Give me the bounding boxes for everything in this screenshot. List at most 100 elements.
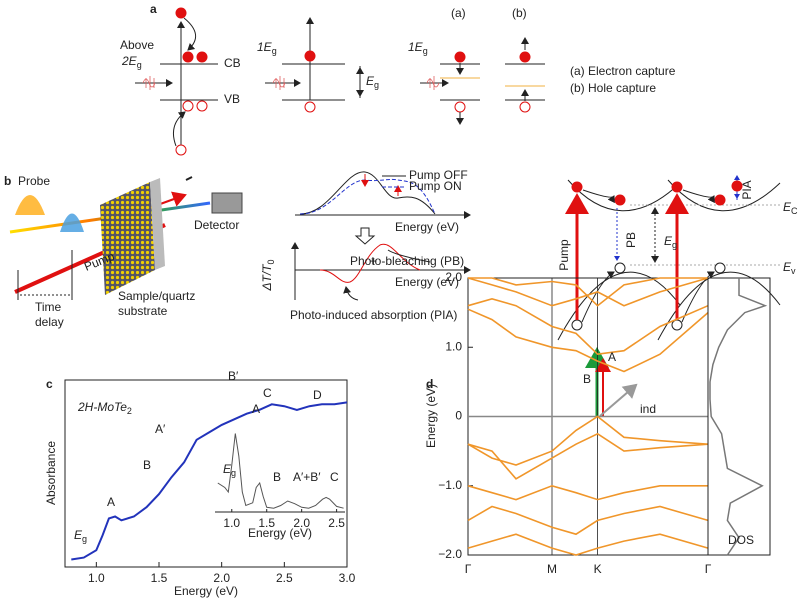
label-main: E <box>783 260 792 274</box>
label-main: ΔT/T <box>260 263 274 292</box>
arrow-label: B <box>583 372 591 386</box>
annotation-sub: 2 <box>127 406 132 416</box>
annotation-sub: g <box>231 468 236 478</box>
panel-label: a <box>150 2 157 16</box>
label: substrate <box>118 304 168 318</box>
x-tick-label: 2.5 <box>276 571 293 585</box>
band <box>467 308 709 373</box>
dos-frame <box>707 277 771 556</box>
label-main: 2E <box>121 54 138 68</box>
panel-b-shapes <box>9 171 781 341</box>
annotation: Eg <box>223 462 236 478</box>
panel-label: c <box>46 377 53 391</box>
label: CB <box>224 56 241 70</box>
y-tick-label: 0 <box>455 409 462 423</box>
label: Pump OFF <box>409 168 468 182</box>
x-tick-label: Γ <box>705 562 712 576</box>
label: Energy (eV) <box>395 275 459 289</box>
label-sub: g <box>423 46 428 56</box>
panel-label: b <box>4 174 11 188</box>
annotation: 2H-MoTe2 <box>77 400 132 416</box>
annotation: B <box>273 470 281 484</box>
panel-d-arrows <box>585 347 638 417</box>
arrow-label: A <box>608 350 616 364</box>
label: + <box>370 254 377 268</box>
x-tick-label: M <box>547 562 557 576</box>
x-tick-label: 1.5 <box>258 516 275 530</box>
panel-label: d <box>426 377 433 391</box>
label-sub: g <box>272 46 277 56</box>
band <box>467 277 709 307</box>
x-axis-label: Energy (eV) <box>248 526 312 540</box>
label: Photo-induced absorption (PIA) <box>290 308 457 322</box>
annotation: D <box>313 388 322 402</box>
label: 1Eg <box>408 40 428 56</box>
label-main: E <box>664 234 673 248</box>
x-tick-label: 1.5 <box>151 571 168 585</box>
label-main: 1E <box>408 40 424 54</box>
dos-line <box>709 278 768 556</box>
label: Sample/quartz <box>118 289 195 303</box>
label: Probe <box>18 174 50 188</box>
x-tick-label: K <box>594 562 602 576</box>
label: (a) Electron capture <box>570 64 676 78</box>
label-sub: 0 <box>266 259 276 264</box>
annotation: A <box>252 402 260 416</box>
label-main: E <box>366 74 375 88</box>
label-main: 1E <box>257 40 273 54</box>
band <box>467 484 708 501</box>
band <box>467 432 709 480</box>
label-sub: C <box>791 206 798 216</box>
label: PB <box>624 232 638 248</box>
label: (a) <box>451 6 466 20</box>
label: 2Eg <box>121 54 142 70</box>
label: delay <box>35 315 64 329</box>
label: 1Eg <box>257 40 277 56</box>
annotation: C <box>263 386 272 400</box>
label-sub: g <box>137 60 142 70</box>
inset-line <box>217 433 344 509</box>
annotation-main: 2H-MoTe <box>77 400 127 414</box>
band <box>467 505 709 536</box>
label: VB <box>224 92 240 106</box>
annotation-main: E <box>74 528 83 542</box>
label: (b) Hole capture <box>570 81 656 95</box>
annotation: A′ <box>155 422 166 436</box>
y-axis-label: Absorbance <box>44 441 58 505</box>
y-axis-label: Energy (eV) <box>424 384 438 448</box>
x-tick-label: 3.0 <box>339 571 356 585</box>
y-tick-label: 2.0 <box>445 270 462 284</box>
label: Time <box>35 300 62 314</box>
label: Pump <box>557 239 571 271</box>
annotation-main: E <box>223 462 232 476</box>
label-sub: g <box>374 80 379 90</box>
band <box>468 277 708 307</box>
x-tick-label: Γ <box>465 562 472 576</box>
y-tick-label: −1.0 <box>438 478 462 492</box>
y-tick-label: 1.0 <box>445 339 462 353</box>
band <box>467 533 709 556</box>
label: Photo-bleaching (PB) <box>350 254 464 268</box>
x-tick-label: 2.0 <box>293 516 310 530</box>
x-tick-label: 1.0 <box>88 571 105 585</box>
panel-a-shapes <box>135 7 545 156</box>
label: PIA <box>740 180 754 199</box>
label-sub: g <box>672 240 677 250</box>
x-tick-label: 2.5 <box>328 516 345 530</box>
label: EC <box>783 200 798 216</box>
x-tick-label: 1.0 <box>223 516 240 530</box>
arrow-label: ind <box>640 402 656 416</box>
x-tick-label: 2.0 <box>213 571 230 585</box>
label-sub: v <box>791 266 796 276</box>
x-axis-label: Energy (eV) <box>174 584 238 598</box>
plot-frame <box>64 379 348 568</box>
label: Energy (eV) <box>395 220 459 234</box>
annotation-sub: g <box>82 534 87 544</box>
y-tick-label: −2.0 <box>438 547 462 561</box>
absorbance-line <box>71 401 348 561</box>
band <box>467 297 709 356</box>
label: Eg <box>664 234 677 250</box>
annotation: A <box>107 495 115 509</box>
